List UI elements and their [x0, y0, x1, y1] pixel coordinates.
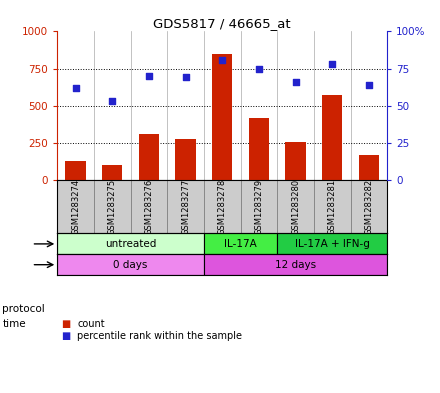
Title: GDS5817 / 46665_at: GDS5817 / 46665_at [154, 17, 291, 30]
Text: GSM1283282: GSM1283282 [364, 179, 374, 235]
Text: ■: ■ [62, 331, 71, 341]
Bar [204, 233, 277, 254]
Bar [204, 180, 241, 233]
Point [219, 57, 226, 63]
Bar [351, 180, 387, 233]
Text: 0 days: 0 days [114, 260, 148, 270]
Bar [249, 118, 269, 180]
Bar [286, 142, 306, 180]
Bar [167, 180, 204, 233]
Point [182, 74, 189, 81]
Point [292, 79, 299, 85]
Bar [212, 54, 232, 180]
Text: protocol: protocol [2, 303, 45, 314]
Text: IL-17A: IL-17A [224, 239, 257, 249]
Bar [66, 161, 86, 180]
Point [109, 98, 116, 105]
Text: ■: ■ [62, 319, 71, 329]
Text: time: time [2, 319, 26, 329]
Text: GSM1283280: GSM1283280 [291, 179, 300, 235]
Bar [241, 180, 277, 233]
Text: GSM1283275: GSM1283275 [108, 179, 117, 235]
Text: IL-17A + IFN-g: IL-17A + IFN-g [295, 239, 370, 249]
Text: untreated: untreated [105, 239, 156, 249]
Text: GSM1283274: GSM1283274 [71, 179, 80, 235]
Bar [314, 180, 351, 233]
Text: GSM1283278: GSM1283278 [218, 179, 227, 235]
Text: GSM1283279: GSM1283279 [254, 179, 264, 235]
Text: GSM1283276: GSM1283276 [144, 179, 154, 235]
Bar [94, 180, 131, 233]
Bar [322, 95, 342, 180]
Text: percentile rank within the sample: percentile rank within the sample [77, 331, 242, 341]
Point [145, 73, 152, 79]
Point [255, 66, 262, 72]
Bar [176, 139, 196, 180]
Point [365, 82, 372, 88]
Bar [204, 254, 387, 275]
Point [72, 85, 79, 91]
Bar [102, 165, 122, 180]
Point [329, 61, 336, 67]
Bar [57, 233, 204, 254]
Bar [57, 254, 204, 275]
Text: GSM1283281: GSM1283281 [328, 179, 337, 235]
Text: 12 days: 12 days [275, 260, 316, 270]
Bar [57, 180, 94, 233]
Text: GSM1283277: GSM1283277 [181, 179, 190, 235]
Bar [277, 180, 314, 233]
Bar [131, 180, 167, 233]
Bar [139, 134, 159, 180]
Text: count: count [77, 319, 105, 329]
Bar [359, 155, 379, 180]
Bar [277, 233, 387, 254]
